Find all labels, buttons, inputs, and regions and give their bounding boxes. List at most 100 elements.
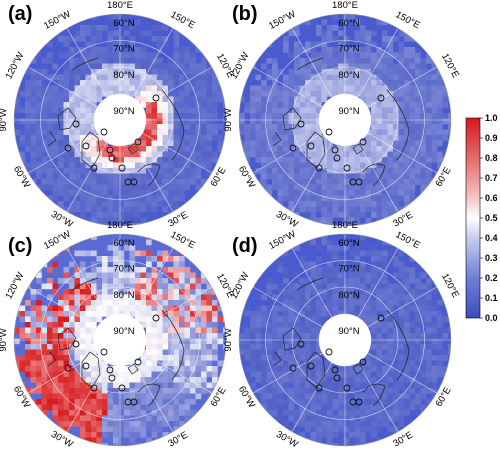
grid-cell <box>321 179 328 185</box>
grid-cell <box>184 168 191 174</box>
grid-cell <box>74 206 81 213</box>
grid-cell <box>327 415 333 422</box>
grid-cell <box>47 179 53 185</box>
grid-cell <box>382 250 388 257</box>
grid-cell <box>102 173 108 180</box>
grid-cell <box>288 179 295 185</box>
grid-cell <box>140 322 147 328</box>
grid-cell <box>426 179 432 185</box>
grid-cell <box>69 74 75 81</box>
grid-cell <box>305 195 311 202</box>
grid-cell <box>255 272 262 279</box>
station-marker <box>130 178 138 186</box>
grid-cell <box>255 96 262 103</box>
grid-cell <box>190 377 196 383</box>
grid-cell <box>431 316 438 323</box>
grid-cell <box>321 399 328 405</box>
grid-cell <box>162 129 169 136</box>
grid-cell <box>349 267 355 273</box>
grid-cell <box>349 415 355 422</box>
grid-cell <box>332 300 339 306</box>
grid-cell <box>294 366 300 372</box>
grid-cell <box>36 91 42 97</box>
grid-cell <box>41 371 48 378</box>
grid-cell <box>184 157 191 163</box>
grid-cell <box>360 404 366 411</box>
grid-cell <box>294 305 300 312</box>
grid-cell <box>360 382 366 389</box>
grid-cell <box>415 113 421 119</box>
grid-cell <box>393 393 399 400</box>
grid-cell <box>184 366 191 372</box>
grid-cell <box>52 261 59 268</box>
grid-cell <box>140 404 147 411</box>
grid-cell <box>69 118 75 125</box>
grid-cell <box>146 261 152 268</box>
grid-cell <box>431 322 438 328</box>
grid-cell <box>261 91 267 97</box>
grid-cell <box>102 140 108 147</box>
grid-cell <box>376 206 383 213</box>
grid-cell <box>129 261 136 268</box>
grid-cell <box>63 151 70 158</box>
grid-cell <box>201 140 207 147</box>
grid-cell <box>305 338 311 345</box>
grid-cell <box>277 333 284 339</box>
grid-cell <box>420 58 427 64</box>
grid-cell <box>431 344 438 350</box>
grid-cell <box>398 410 405 416</box>
grid-cell <box>74 382 81 389</box>
grid-cell <box>266 311 273 317</box>
grid-cell <box>305 366 311 372</box>
grid-cell <box>69 289 75 295</box>
grid-cell <box>206 118 213 125</box>
grid-cell <box>212 305 218 312</box>
grid-cell <box>250 96 256 103</box>
lat-label: 60°N <box>113 238 134 249</box>
grid-cell <box>321 382 328 389</box>
grid-cell <box>316 74 322 81</box>
grid-cell <box>283 305 289 312</box>
grid-cell <box>85 377 92 383</box>
grid-cell <box>113 311 119 317</box>
grid-cell <box>327 52 333 59</box>
grid-cell <box>96 206 103 213</box>
grid-cell <box>74 36 81 42</box>
meridian-line <box>253 132 323 174</box>
grid-cell <box>431 360 438 367</box>
grid-cell <box>349 14 355 20</box>
grid-cell <box>321 217 328 224</box>
grid-cell <box>113 217 119 224</box>
grid-cell <box>261 96 267 103</box>
grid-cell <box>277 344 284 350</box>
grid-cell <box>404 327 410 334</box>
grid-cell <box>146 96 152 103</box>
grid-cell <box>409 267 416 273</box>
grid-cell <box>398 250 405 257</box>
grid-cell <box>349 206 355 213</box>
grid-cell <box>96 305 103 312</box>
grid-cell <box>135 168 141 174</box>
grid-cell <box>299 421 306 427</box>
grid-cell <box>376 421 383 427</box>
grid-cell <box>305 107 311 114</box>
grid-cell <box>404 80 410 86</box>
grid-cell <box>85 338 92 345</box>
grid-cell <box>305 63 311 70</box>
grid-cell <box>332 25 339 31</box>
grid-cell <box>299 173 306 180</box>
grid-cell <box>431 355 438 361</box>
grid-cell <box>431 124 438 130</box>
grid-cell <box>124 283 130 290</box>
grid-cell <box>277 118 284 125</box>
grid-cell <box>201 371 207 378</box>
grid-cell <box>113 184 119 191</box>
grid-cell <box>19 135 26 141</box>
grid-cell <box>283 278 289 284</box>
grid-cell <box>129 69 136 75</box>
grid-cell <box>409 399 416 405</box>
grid-cell <box>41 124 48 130</box>
grid-cell <box>305 333 311 339</box>
grid-cell <box>85 173 92 180</box>
grid-cell <box>404 124 410 130</box>
